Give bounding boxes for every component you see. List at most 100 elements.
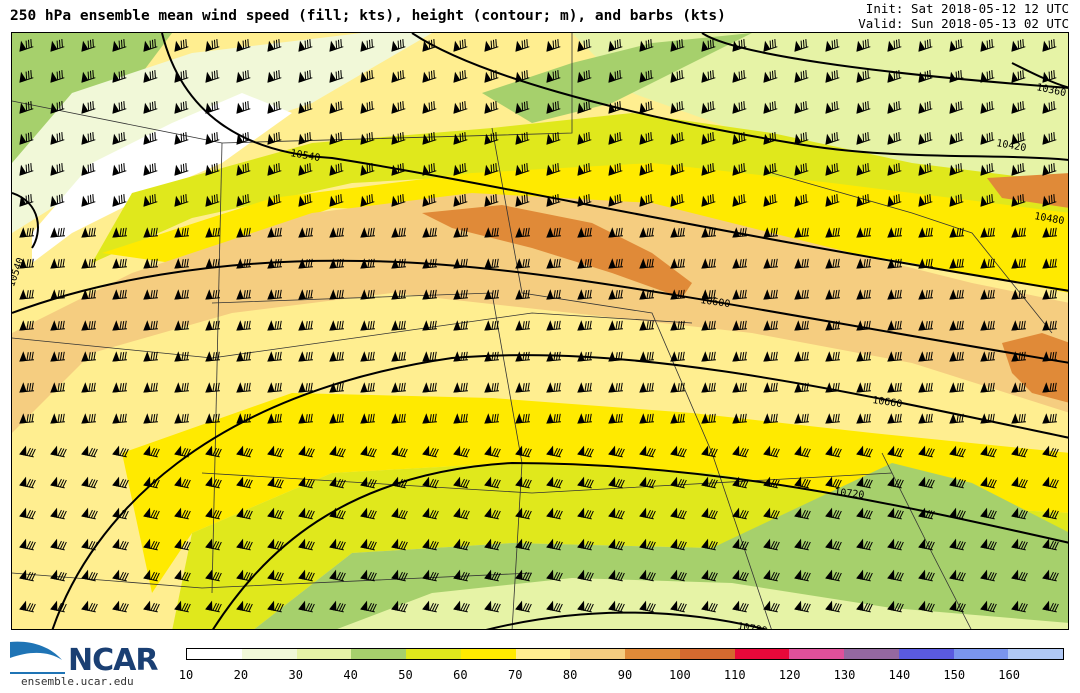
wind-barb (546, 132, 561, 145)
map-canvas: 10360 10420 10480 10540 10540 10600 1066… (12, 33, 1068, 629)
wind-barb (453, 163, 468, 176)
wind-barb (856, 382, 871, 393)
wind-barb (732, 258, 747, 269)
wind-barb (298, 132, 313, 145)
wind-barb (546, 351, 561, 362)
wind-barb (422, 194, 437, 207)
wind-barb (453, 289, 468, 300)
wind-barb (1042, 39, 1057, 52)
wind-barb (918, 101, 933, 114)
wind-barb (794, 101, 809, 114)
colorbar-tick-label: 130 (833, 668, 856, 682)
wind-barb (701, 101, 716, 114)
wind-barb (701, 258, 716, 269)
wind-barb (856, 39, 871, 52)
wind-barb (329, 507, 346, 520)
wind-barb (236, 101, 251, 114)
wind-barb (1042, 445, 1059, 458)
wind-barb (825, 258, 840, 269)
wind-barb (732, 227, 747, 238)
wind-barb (856, 227, 871, 238)
wind-barb (794, 507, 811, 520)
wind-barb (19, 39, 34, 52)
colorbar-segment (515, 649, 571, 659)
colorbar-tick-label: 160 (998, 668, 1020, 682)
wind-barb (422, 39, 437, 52)
wind-barb (19, 507, 36, 520)
wind-barb (701, 600, 718, 613)
wind-barb (19, 101, 34, 114)
wind-barb (143, 101, 158, 114)
wind-barb (515, 132, 530, 145)
wind-barb (763, 70, 778, 83)
wind-barb (484, 163, 499, 176)
wind-barb (267, 227, 282, 238)
border-line (491, 127, 772, 629)
contour-labels: 10360 10420 10480 10540 10540 10600 1066… (12, 82, 1067, 629)
wind-barb (360, 507, 377, 520)
wind-barb (856, 538, 873, 551)
wind-barb (887, 507, 904, 520)
wind-barb (1042, 163, 1057, 176)
wind-barb (763, 538, 780, 551)
wind-barb (112, 227, 127, 238)
wind-barbs (19, 39, 1059, 613)
wind-barb (236, 507, 253, 520)
wind-barb (825, 101, 840, 114)
wind-barb (918, 39, 933, 52)
wind-barb (763, 569, 780, 582)
wind-barb (639, 600, 656, 613)
wind-barb (763, 413, 778, 424)
wind-barb (484, 600, 501, 613)
wind-barb (453, 413, 468, 424)
wind-barb (949, 413, 964, 424)
wind-barb (81, 569, 98, 582)
wind-barb (205, 351, 220, 362)
wind-barb (1042, 507, 1059, 520)
contour-10540-west (12, 192, 39, 249)
wind-barb (701, 132, 716, 145)
wind-barb (949, 70, 964, 83)
wind-barb (515, 70, 530, 83)
wind-barb (732, 132, 747, 145)
wind-barb (1011, 413, 1026, 424)
wind-barb (670, 227, 685, 238)
colorbar-tick-label: 90 (617, 668, 633, 682)
wind-barb (360, 569, 377, 582)
wind-barb (236, 445, 253, 458)
colorbar-segment (570, 649, 625, 659)
wind-barb (794, 132, 809, 145)
colorbar-tick-label: 100 (669, 668, 691, 682)
wind-barb (298, 413, 313, 424)
wind-barb (236, 258, 251, 269)
wind-barb (205, 538, 222, 551)
wind-barb (143, 538, 160, 551)
wind-barb (50, 600, 67, 613)
wind-barb (546, 413, 561, 424)
wind-barb (50, 101, 65, 114)
wind-barb (608, 289, 623, 300)
wind-barb (143, 413, 158, 424)
wind-barb (577, 258, 592, 269)
wind-barb (980, 382, 995, 393)
wind-barb (360, 413, 375, 424)
wind-barb (298, 320, 313, 331)
wind-barb (143, 569, 160, 582)
wind-barb (391, 132, 406, 145)
wind-barb (887, 413, 902, 424)
wind-barb (453, 538, 470, 551)
fill-band-lightorange-jet (12, 193, 1068, 433)
wind-barb (360, 538, 377, 551)
wind-barb (546, 194, 561, 207)
wind-barb (608, 132, 623, 145)
wind-barb (887, 382, 902, 393)
wind-barb (267, 476, 284, 489)
wind-barb (484, 258, 499, 269)
logo-url: ensemble.ucar.edu (21, 675, 134, 688)
fill-band-orange-e (1002, 333, 1068, 403)
wind-barb (732, 538, 749, 551)
wind-barb (236, 382, 251, 393)
wind-barb (670, 101, 685, 114)
wind-barb (391, 194, 406, 207)
wind-barb (360, 132, 375, 145)
